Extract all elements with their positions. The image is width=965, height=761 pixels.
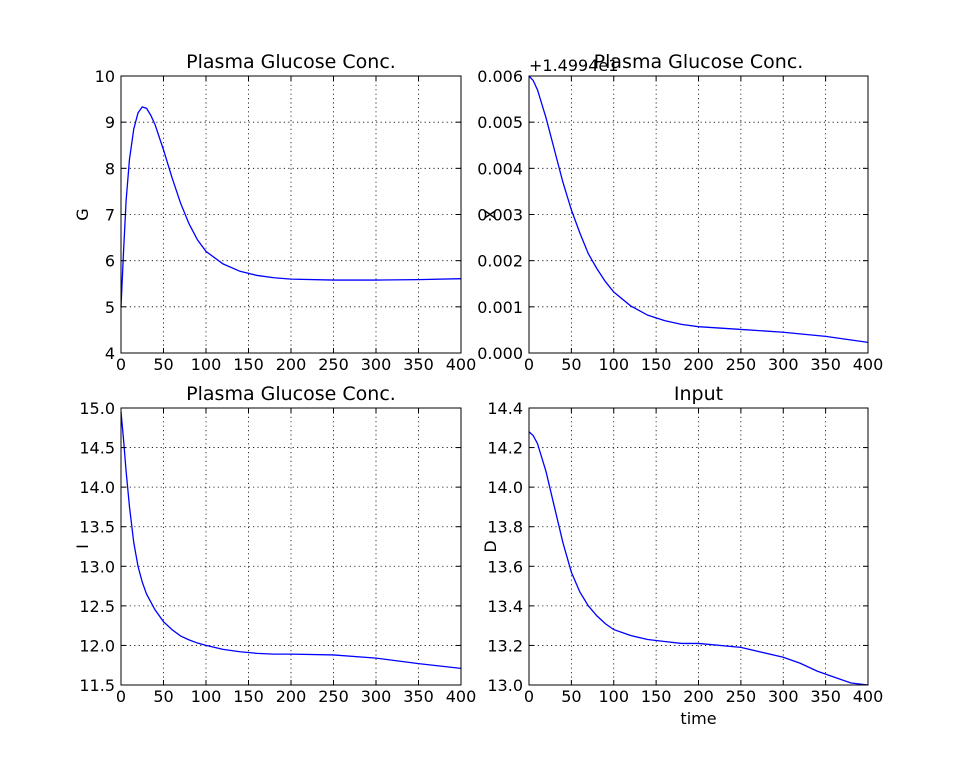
x-tick-label: 50 [153, 355, 173, 374]
y-tick-label: 14.0 [487, 478, 523, 497]
x-tick-label: 350 [403, 687, 434, 706]
subplot-glucose-i: Plasma Glucose Conc. I 0 50 100 150 200 250 30… [73, 383, 476, 706]
series-line [120, 411, 462, 670]
x-tick-label: 200 [276, 687, 307, 706]
y-tick-label: 13.5 [79, 518, 115, 537]
x-tick-label: 50 [561, 687, 581, 706]
x-tick-label: 250 [318, 687, 349, 706]
y-tick-label: 13.0 [79, 557, 115, 576]
x-tick-label: 100 [598, 687, 629, 706]
y-tick-label: 12.0 [79, 636, 115, 655]
y-tick-label: 0.000 [477, 344, 523, 363]
subplot-title: Plasma Glucose Conc. [186, 51, 396, 73]
x-tick-label: 0 [116, 687, 126, 706]
plot-area [529, 408, 868, 685]
x-tick-label: 100 [598, 355, 629, 374]
x-axis-label: time [680, 709, 716, 728]
x-tick-label: 200 [683, 355, 714, 374]
subplot-title: Plasma Glucose Conc. [186, 383, 396, 405]
subplot-title: Input [674, 383, 723, 405]
x-tick-label: 100 [191, 355, 222, 374]
subplot-input-d: Input D time 0 50 100 150 200 250 300 350 400 13.… [481, 383, 883, 728]
series-line [528, 431, 869, 686]
x-tick-label: 400 [446, 355, 477, 374]
y-axis-label: X [481, 209, 500, 220]
y-tick-label: 13.6 [487, 557, 523, 576]
plot-area [121, 408, 461, 685]
x-tick-label: 400 [853, 355, 884, 374]
x-tick-label: 200 [683, 687, 714, 706]
y-tick-label: 5 [105, 298, 115, 317]
y-tick-label: 4 [105, 344, 115, 363]
x-tick-label: 200 [276, 355, 307, 374]
y-tick-label: 6 [105, 252, 115, 271]
y-tick-label: 9 [105, 113, 115, 132]
x-tick-label: 400 [853, 687, 884, 706]
x-tick-label: 300 [768, 355, 799, 374]
x-tick-label: 250 [318, 355, 349, 374]
x-tick-label: 0 [524, 355, 534, 374]
y-axis-label: G [73, 208, 92, 220]
x-tick-label: 350 [810, 355, 841, 374]
x-tick-label: 250 [726, 687, 757, 706]
plot-area [121, 76, 461, 353]
x-tick-label: 150 [641, 355, 672, 374]
series-line [528, 75, 869, 344]
y-axis-label: I [73, 544, 92, 549]
y-tick-label: 8 [105, 159, 115, 178]
y-tick-label: 14.0 [79, 478, 115, 497]
y-tick-label: 7 [105, 206, 115, 225]
x-tick-label: 350 [810, 687, 841, 706]
x-tick-label: 150 [641, 687, 672, 706]
x-tick-label: 0 [116, 355, 126, 374]
x-tick-label: 150 [233, 355, 264, 374]
x-tick-label: 50 [561, 355, 581, 374]
y-tick-label: 0.005 [477, 113, 523, 132]
y-tick-label: 14.5 [79, 439, 115, 458]
x-tick-label: 150 [233, 687, 264, 706]
y-tick-label: 14.4 [487, 399, 523, 418]
y-offset-label: +1.4994e1 [529, 56, 618, 75]
x-tick-label: 250 [726, 355, 757, 374]
x-tick-label: 300 [361, 687, 392, 706]
x-tick-label: 100 [191, 687, 222, 706]
y-tick-label: 13.4 [487, 597, 523, 616]
y-tick-label: 13.2 [487, 636, 523, 655]
y-tick-label: 0.006 [477, 67, 523, 86]
y-tick-label: 0.002 [477, 252, 523, 271]
plot-area [529, 76, 868, 353]
y-tick-label: 13.0 [487, 676, 523, 695]
subplot-glucose-g: Plasma Glucose Conc. G 0 50 100 150 200 250 30… [73, 51, 476, 374]
y-tick-label: 11.5 [79, 676, 115, 695]
y-tick-label: 0.003 [477, 206, 523, 225]
y-tick-label: 14.2 [487, 439, 523, 458]
y-tick-label: 0.001 [477, 298, 523, 317]
x-tick-label: 400 [446, 687, 477, 706]
x-tick-label: 0 [524, 687, 534, 706]
x-tick-label: 300 [768, 687, 799, 706]
subplot-glucose-x: Plasma Glucose Conc. X +1.4994e1 0 50 100 1… [477, 51, 883, 374]
y-tick-label: 13.8 [487, 518, 523, 537]
y-axis-label: D [481, 540, 500, 552]
y-tick-label: 15.0 [79, 399, 115, 418]
subplot-title: Plasma Glucose Conc. [594, 51, 804, 73]
y-tick-label: 12.5 [79, 597, 115, 616]
y-tick-label: 0.004 [477, 159, 523, 178]
y-tick-label: 10 [95, 67, 115, 86]
x-tick-label: 300 [361, 355, 392, 374]
series-line [120, 106, 462, 307]
x-tick-label: 350 [403, 355, 434, 374]
x-tick-label: 50 [153, 687, 173, 706]
